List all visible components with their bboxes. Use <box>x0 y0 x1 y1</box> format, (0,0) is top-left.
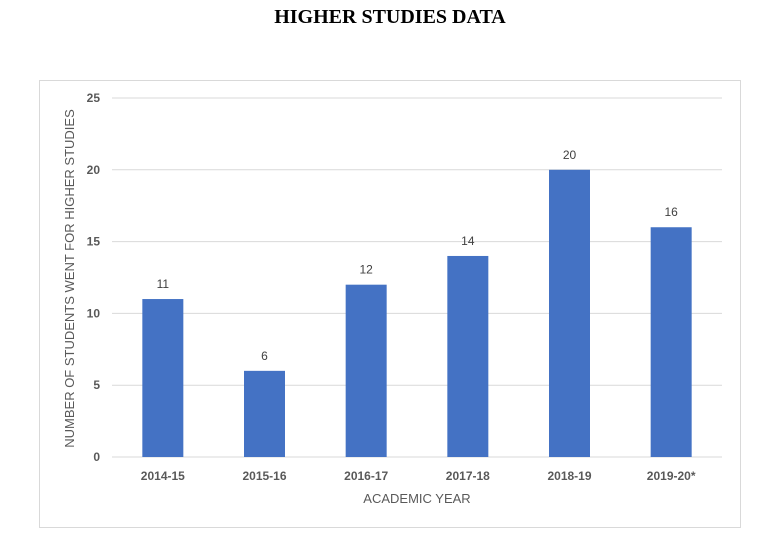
x-tick-label: 2016-17 <box>344 469 388 483</box>
x-tick-label: 2015-16 <box>242 469 286 483</box>
bar-2016-17 <box>345 284 387 457</box>
bars <box>142 169 692 458</box>
data-label: 14 <box>461 234 475 248</box>
x-axis-title: ACADEMIC YEAR <box>363 491 470 506</box>
y-tick-label: 25 <box>87 91 101 105</box>
chart-frame <box>39 80 741 528</box>
data-label: 6 <box>261 349 268 363</box>
x-tick-label: 2019-20* <box>647 469 696 483</box>
data-label: 12 <box>359 263 373 277</box>
y-tick-label: 0 <box>93 450 100 464</box>
bar-2017-18 <box>447 255 489 457</box>
data-label: 16 <box>664 205 678 219</box>
x-tick-label: 2014-15 <box>141 469 185 483</box>
bar-2014-15 <box>142 299 184 457</box>
data-label: 20 <box>563 148 577 162</box>
page-title: HIGHER STUDIES DATA <box>274 6 506 28</box>
x-tick-label: 2018-19 <box>547 469 591 483</box>
y-axis-title: NUMBER OF STUDENTS WENT FOR HIGHER STUDI… <box>62 109 77 448</box>
y-tick-label: 5 <box>93 378 100 392</box>
bar-2015-16 <box>244 370 285 457</box>
y-axis-ticks: 0 5 10 15 20 25 <box>87 91 101 464</box>
y-tick-label: 10 <box>87 306 101 320</box>
y-tick-label: 15 <box>87 235 101 249</box>
x-axis-ticks: 2014-15 2015-16 2016-17 2017-18 2018-19 2019-… <box>141 469 696 483</box>
y-tick-label: 20 <box>87 163 101 177</box>
bar-2018-19 <box>549 169 590 458</box>
x-tick-label: 2017-18 <box>446 469 490 483</box>
data-labels: 11 6 12 14 20 16 <box>157 148 679 363</box>
gridlines <box>112 97 722 458</box>
bar-2019-20* <box>650 227 692 457</box>
data-label: 11 <box>157 277 170 291</box>
